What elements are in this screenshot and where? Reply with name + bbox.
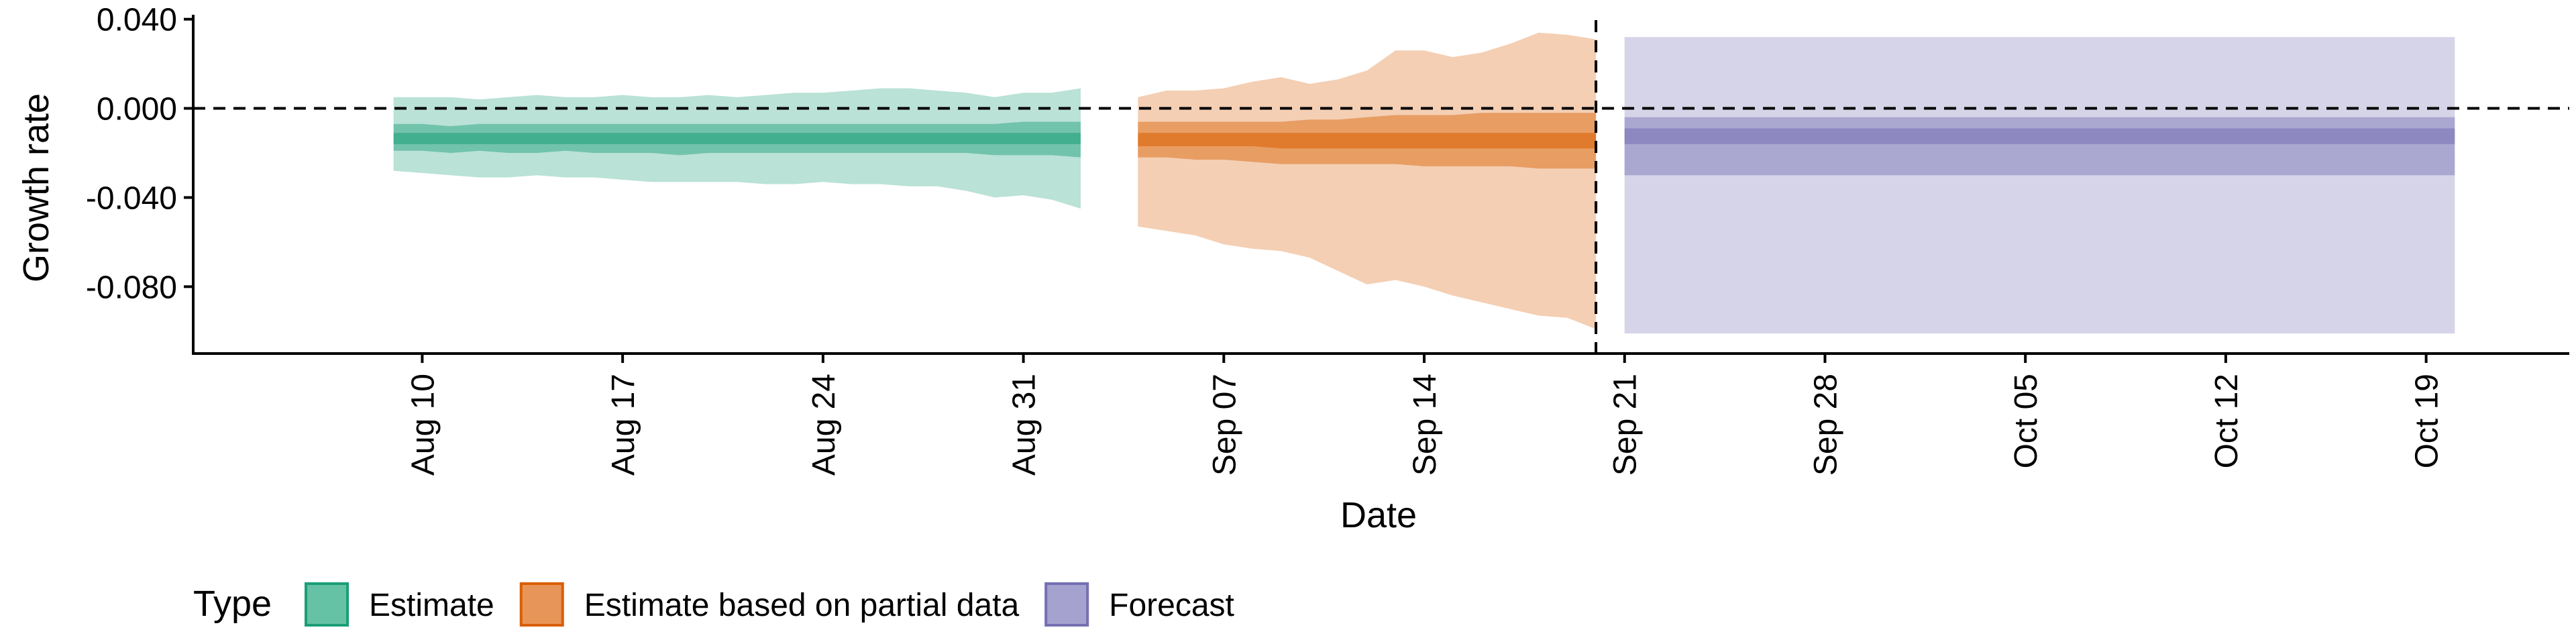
legend-title: Type xyxy=(193,584,272,624)
estimate-based-on-partial-data-band-90 xyxy=(1138,32,1597,329)
x-tick-label: Oct 05 xyxy=(2008,374,2044,468)
forecast-band-50 xyxy=(1624,117,2455,176)
legend-swatch-forecast xyxy=(1044,582,1089,627)
x-tick-label: Aug 10 xyxy=(405,374,441,476)
axes: 0.040 0.000 -0.040 -0.080 Aug 10 Aug 17 Aug 24… xyxy=(86,3,2569,476)
legend-label-estimate: Estimate xyxy=(369,588,494,623)
x-tick-label: Sep 14 xyxy=(1407,374,1443,476)
estimate-band-20 xyxy=(393,133,1081,144)
y-axis-title: Growth rate xyxy=(16,93,56,282)
x-axis-title: Date xyxy=(1340,495,1417,535)
x-tick-label: Oct 19 xyxy=(2410,374,2445,468)
x-tick-label: Aug 17 xyxy=(606,374,641,476)
legend: Type Estimate Estimate based on partial d… xyxy=(193,582,1234,627)
y-tick-label: 0.000 xyxy=(97,92,177,127)
y-tick-label: -0.040 xyxy=(86,180,177,216)
estimate-based-on-partial-data-band-20 xyxy=(1138,133,1597,149)
x-tick-label: Aug 24 xyxy=(806,374,842,476)
x-tick-label: Sep 07 xyxy=(1207,374,1242,476)
reference-lines xyxy=(193,20,2569,354)
legend-swatch-estimate xyxy=(305,582,349,627)
forecast-band-20 xyxy=(1624,128,2455,144)
y-tick-label: 0.040 xyxy=(97,3,177,38)
x-tick-label: Sep 28 xyxy=(1809,374,1844,476)
legend-label-estimate-based-on-partial-data: Estimate based on partial data xyxy=(584,588,1020,623)
forecast-band-90 xyxy=(1624,37,2455,334)
estimate-band-90 xyxy=(393,88,1081,209)
ribbon-layer xyxy=(393,32,2455,334)
x-tick-label: Oct 12 xyxy=(2209,374,2245,468)
x-tick-label: Aug 31 xyxy=(1007,374,1042,476)
x-tick-label: Sep 21 xyxy=(1608,374,1644,476)
legend-swatch-estimate-based-on-partial-data xyxy=(519,582,564,627)
legend-label-forecast: Forecast xyxy=(1109,588,1234,623)
y-tick-label: -0.080 xyxy=(86,270,177,305)
